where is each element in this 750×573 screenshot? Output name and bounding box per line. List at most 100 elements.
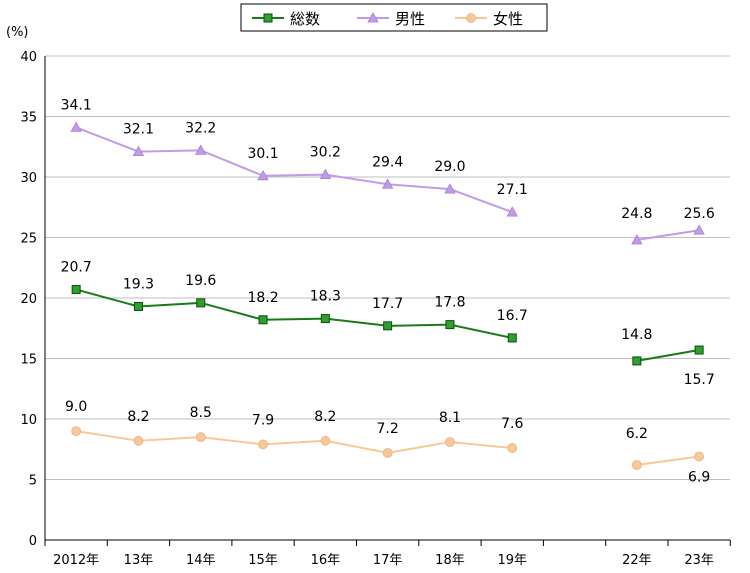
series-line — [75, 126, 513, 214]
data-point — [71, 426, 82, 437]
data-point — [257, 169, 269, 181]
legend-entry: 男性 — [357, 10, 425, 28]
data-point — [381, 178, 394, 189]
y-tick-label: 25 — [20, 232, 37, 247]
x-tick-label: 17年 — [373, 553, 403, 568]
data-label: 7.9 — [252, 412, 274, 428]
y-tick-label: 5 — [29, 474, 37, 489]
data-label: 6.2 — [626, 426, 648, 442]
x-tick-label: 19年 — [497, 553, 527, 568]
data-label: 15.7 — [684, 372, 715, 388]
data-point — [382, 447, 393, 458]
legend-label: 男性 — [395, 10, 425, 28]
data-label: 29.0 — [434, 159, 465, 175]
data-point — [320, 314, 330, 324]
data-point — [383, 321, 393, 331]
gridlines — [45, 55, 730, 480]
data-label: 17.8 — [434, 295, 465, 311]
legend-label: 女性 — [493, 10, 523, 28]
data-label: 25.6 — [684, 206, 715, 222]
series-line — [75, 288, 513, 339]
legend-marker — [263, 13, 273, 23]
data-label: 20.7 — [61, 260, 92, 276]
series-line — [636, 455, 700, 466]
legend-label: 総数 — [290, 10, 320, 28]
y-tick-label: 0 — [29, 534, 37, 549]
series-line — [636, 349, 700, 362]
data-label: 32.1 — [123, 122, 154, 138]
data-label: 27.1 — [497, 182, 528, 198]
x-tick-label: 18年 — [435, 553, 465, 568]
data-point — [71, 285, 81, 295]
data-point — [70, 121, 82, 132]
y-tick-label: 30 — [20, 171, 37, 186]
x-tick-label: 13年 — [124, 553, 154, 568]
data-label: 29.4 — [372, 154, 403, 170]
x-tick-label: 14年 — [186, 553, 216, 568]
data-label: 14.8 — [621, 327, 652, 343]
x-tick-label: 2012年 — [53, 553, 99, 568]
data-label: 17.7 — [372, 296, 403, 312]
series-男性 — [70, 121, 705, 245]
data-point — [258, 439, 268, 450]
data-label: 18.3 — [310, 289, 341, 305]
series-line — [75, 430, 513, 454]
series-layer — [70, 121, 705, 470]
legend-marker — [367, 12, 379, 23]
data-label: 16.7 — [497, 308, 528, 324]
data-point — [195, 432, 206, 443]
data-point — [445, 437, 455, 447]
legend: 総数 男性 女性 — [240, 3, 548, 32]
data-label: 19.6 — [185, 273, 216, 289]
data-point — [507, 333, 517, 343]
data-label: 24.8 — [621, 206, 652, 222]
data-label: 8.5 — [190, 405, 212, 421]
data-label: 30.1 — [247, 146, 278, 162]
y-tick-label: 10 — [20, 413, 37, 428]
legend-box — [240, 3, 548, 32]
data-label: 9.0 — [65, 399, 87, 415]
series-総数 — [71, 285, 704, 366]
series-女性 — [71, 426, 705, 470]
data-point — [444, 183, 456, 194]
data-label: 7.6 — [501, 416, 523, 432]
data-label: 19.3 — [123, 276, 154, 292]
legend-entry: 総数 — [252, 10, 320, 28]
y-tick-label: 35 — [20, 111, 37, 126]
y-tick-label: 20 — [20, 292, 37, 307]
data-point — [693, 224, 705, 235]
data-point — [258, 315, 268, 325]
axes: 0 5 10 15 20 25 30 35 40 (%) 2012年 13年 14年 15年 16年 17年 1… — [6, 25, 731, 568]
data-label: 8.1 — [439, 410, 461, 426]
legend-entry: 女性 — [455, 10, 523, 28]
x-tick-label: 15年 — [248, 553, 278, 568]
data-label: 6.9 — [688, 470, 710, 486]
data-point — [132, 145, 145, 156]
data-label: 18.2 — [247, 290, 278, 306]
y-tick-label: 15 — [20, 353, 37, 368]
data-label: 7.2 — [377, 421, 399, 437]
data-point — [694, 451, 705, 462]
series-line — [636, 229, 700, 241]
data-point — [319, 168, 332, 179]
data-point — [694, 345, 704, 355]
x-tick-label: 22年 — [622, 553, 652, 568]
data-point — [320, 435, 331, 446]
data-point — [506, 206, 518, 217]
data-label: 32.2 — [185, 120, 216, 136]
x-tick-label: 16年 — [311, 553, 341, 568]
data-point — [445, 320, 455, 330]
data-label: 8.2 — [314, 409, 336, 425]
data-point — [195, 144, 207, 155]
data-label: 34.1 — [61, 97, 92, 113]
data-label: 30.2 — [310, 145, 341, 161]
data-point — [507, 443, 518, 453]
data-point — [632, 356, 642, 366]
data-point — [631, 460, 642, 470]
data-point — [133, 301, 143, 311]
x-tick-label: 23年 — [684, 553, 714, 568]
unit-label: (%) — [6, 25, 29, 40]
data-labels: 20.7 19.3 19.6 18.2 18.3 17.7 17.8 16.7 14.8 15.7… — [61, 97, 715, 485]
